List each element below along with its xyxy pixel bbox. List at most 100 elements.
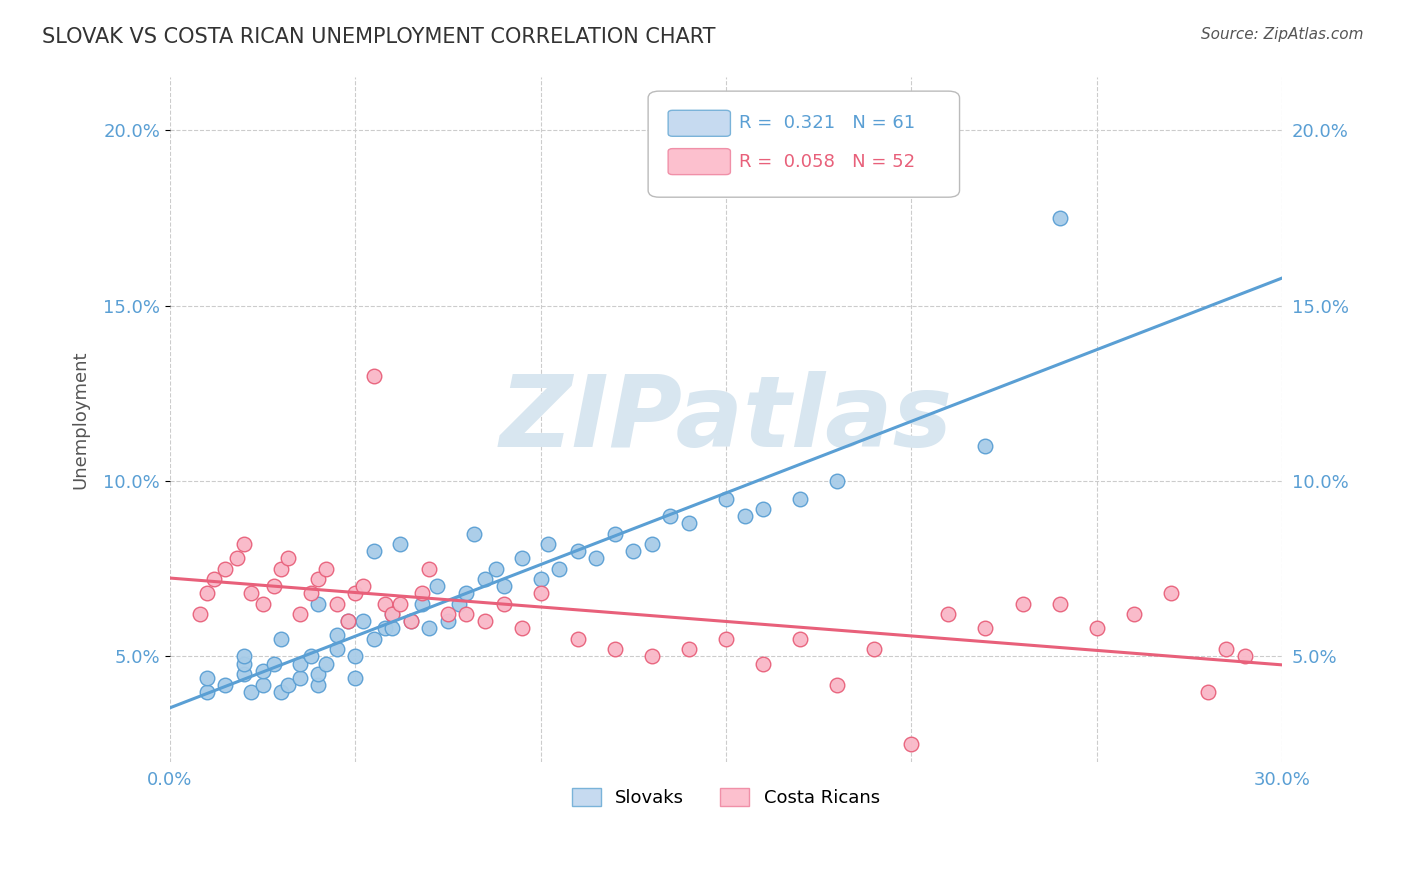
Point — [492, 579, 515, 593]
Point — [299, 649, 322, 664]
Point — [734, 509, 756, 524]
Point — [485, 562, 508, 576]
Point — [325, 628, 347, 642]
Point — [263, 657, 285, 671]
Point — [288, 657, 311, 671]
Point — [621, 544, 644, 558]
Point — [307, 677, 329, 691]
Point — [567, 632, 589, 646]
Point — [315, 562, 337, 576]
Point — [463, 526, 485, 541]
Point — [1085, 622, 1108, 636]
Point — [363, 632, 385, 646]
Point — [352, 579, 374, 593]
Point — [240, 586, 263, 600]
Point — [240, 684, 263, 698]
Point — [277, 551, 299, 566]
Point — [411, 586, 433, 600]
Point — [381, 607, 404, 622]
Text: R =  0.058   N = 52: R = 0.058 N = 52 — [740, 153, 915, 170]
Point — [1049, 211, 1071, 225]
Point — [344, 586, 367, 600]
Point — [510, 551, 533, 566]
Point — [474, 572, 496, 586]
Point — [752, 657, 775, 671]
Point — [336, 615, 359, 629]
FancyBboxPatch shape — [668, 149, 731, 175]
Point — [195, 684, 218, 698]
Point — [603, 526, 626, 541]
Point — [315, 657, 337, 671]
Point — [307, 667, 329, 681]
Point — [195, 671, 218, 685]
Point — [714, 632, 737, 646]
Point — [325, 597, 347, 611]
Point — [214, 562, 236, 576]
Point — [1011, 597, 1033, 611]
Point — [288, 671, 311, 685]
Point — [789, 491, 811, 506]
Point — [307, 572, 329, 586]
Point — [252, 664, 274, 678]
Y-axis label: Unemployment: Unemployment — [72, 351, 89, 489]
Point — [270, 632, 292, 646]
Point — [195, 586, 218, 600]
Point — [299, 586, 322, 600]
Point — [252, 677, 274, 691]
Point — [352, 615, 374, 629]
Point — [363, 368, 385, 383]
Point — [263, 579, 285, 593]
Point — [863, 642, 886, 657]
Point — [399, 615, 422, 629]
Point — [474, 615, 496, 629]
Point — [938, 607, 960, 622]
Point — [641, 537, 664, 551]
Point — [388, 537, 411, 551]
Point — [325, 642, 347, 657]
Point — [974, 622, 997, 636]
Point — [548, 562, 571, 576]
Point — [900, 737, 922, 751]
Point — [411, 597, 433, 611]
Point — [437, 615, 460, 629]
Point — [1234, 649, 1257, 664]
Legend: Slovaks, Costa Ricans: Slovaks, Costa Ricans — [565, 780, 887, 814]
Point — [252, 597, 274, 611]
Point — [974, 439, 997, 453]
Point — [288, 607, 311, 622]
Point — [825, 474, 848, 488]
Text: Source: ZipAtlas.com: Source: ZipAtlas.com — [1201, 27, 1364, 42]
Point — [659, 509, 682, 524]
Point — [344, 649, 367, 664]
Point — [752, 502, 775, 516]
Point — [456, 607, 478, 622]
Point — [344, 671, 367, 685]
Point — [277, 677, 299, 691]
Point — [388, 597, 411, 611]
Text: ZIPatlas: ZIPatlas — [499, 371, 952, 468]
Point — [307, 597, 329, 611]
Point — [374, 622, 396, 636]
Point — [381, 607, 404, 622]
Point — [585, 551, 607, 566]
Point — [492, 597, 515, 611]
Point — [1122, 607, 1144, 622]
Point — [437, 607, 460, 622]
Point — [202, 572, 225, 586]
Point — [678, 642, 700, 657]
Point — [399, 615, 422, 629]
Point — [233, 657, 256, 671]
Point — [456, 586, 478, 600]
Point — [374, 597, 396, 611]
Point — [1049, 597, 1071, 611]
Point — [603, 642, 626, 657]
Point — [510, 622, 533, 636]
Point — [1160, 586, 1182, 600]
Point — [233, 667, 256, 681]
Point — [529, 586, 551, 600]
Point — [336, 615, 359, 629]
Point — [1215, 642, 1237, 657]
Point — [641, 649, 664, 664]
Point — [825, 677, 848, 691]
Point — [188, 607, 211, 622]
